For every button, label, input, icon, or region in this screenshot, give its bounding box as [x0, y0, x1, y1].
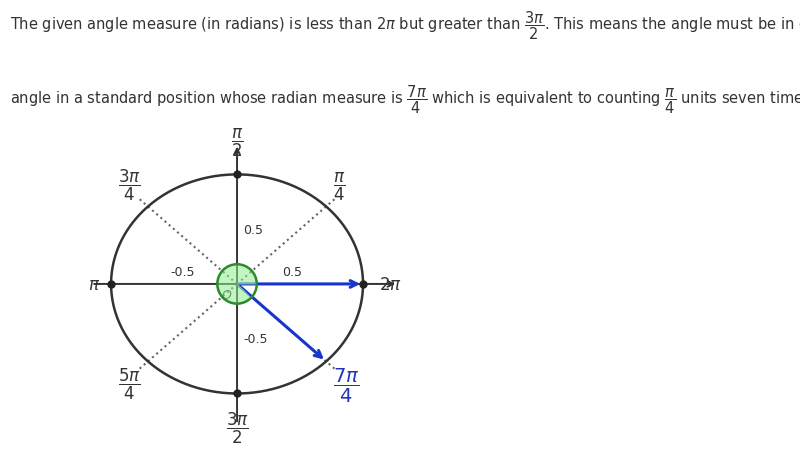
Text: $\dfrac{7\pi}{4}$: $\dfrac{7\pi}{4}$ [334, 366, 360, 404]
Text: $\dfrac{\pi}{2}$: $\dfrac{\pi}{2}$ [230, 126, 243, 159]
Text: 0.5: 0.5 [244, 223, 264, 236]
Text: -0.5: -0.5 [170, 266, 194, 279]
Text: angle in a standard position whose radian measure is $\dfrac{7\pi}{4}$ which is : angle in a standard position whose radia… [10, 83, 800, 116]
Text: The given angle measure (in radians) is less than $2\pi$ but greater than $\dfra: The given angle measure (in radians) is … [10, 9, 800, 42]
Text: $2\pi$: $2\pi$ [379, 275, 402, 293]
Text: $\dfrac{3\pi}{2}$: $\dfrac{3\pi}{2}$ [226, 410, 249, 445]
Text: -0.5: -0.5 [244, 332, 268, 345]
Text: $\pi$: $\pi$ [88, 275, 100, 293]
Text: 0.5: 0.5 [282, 266, 302, 279]
Text: $\dfrac{5\pi}{4}$: $\dfrac{5\pi}{4}$ [118, 366, 141, 401]
Text: $\dfrac{3\pi}{4}$: $\dfrac{3\pi}{4}$ [118, 168, 141, 203]
Wedge shape [218, 265, 257, 304]
Text: $O$: $O$ [222, 289, 233, 302]
Text: $\dfrac{\pi}{4}$: $\dfrac{\pi}{4}$ [334, 171, 346, 203]
